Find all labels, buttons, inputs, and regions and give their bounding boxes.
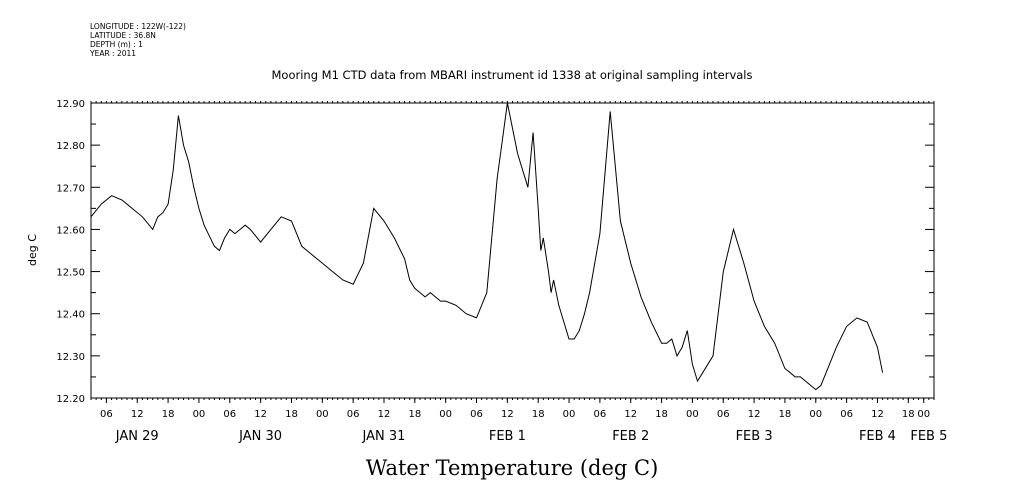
x-tick-label: 18	[655, 409, 668, 420]
y-tick-label: 12.90	[56, 99, 85, 110]
x-date-label: JAN 31	[362, 429, 406, 444]
x-tick-label: 12	[131, 409, 144, 420]
plot-frame	[90, 102, 935, 399]
y-axis-label: deg C	[26, 234, 39, 266]
chart-title: Mooring M1 CTD data from MBARI instrumen…	[272, 68, 753, 82]
x-axis-date-labels: JAN 29 JAN 30 JAN 31 FEB 1 FEB 2 FEB 3 FEB 4 FE…	[115, 429, 948, 444]
y-tick-label: 12.40	[56, 310, 85, 321]
x-date-label: FEB 1	[489, 429, 526, 444]
x-tick-label: 00	[686, 409, 699, 420]
x-tick-label: 06	[594, 409, 607, 420]
x-tick-label: 12	[501, 409, 514, 420]
x-tick-label: 12	[254, 409, 267, 420]
x-tick-label: 06	[347, 409, 360, 420]
x-date-label: FEB 4	[859, 429, 896, 444]
y-tick-label: 12.70	[56, 183, 85, 194]
x-tick-label: 12	[748, 409, 761, 420]
x-tick-label: 00	[917, 409, 930, 420]
y-tick-label: 12.30	[56, 352, 85, 363]
x-tick-label: 06	[840, 409, 853, 420]
x-tick-label: 18	[162, 409, 175, 420]
year-label: YEAR : 2011	[89, 49, 136, 58]
x-axis-title: Water Temperature (deg C)	[366, 456, 659, 480]
x-tick-label: 00	[316, 409, 329, 420]
x-tick-label: 06	[717, 409, 730, 420]
x-tick-label: 06	[223, 409, 236, 420]
y-tick-label: 12.80	[56, 141, 85, 152]
x-tick-label: 12	[871, 409, 884, 420]
x-date-label: JAN 29	[115, 429, 159, 444]
temperature-series-line	[90, 102, 884, 391]
x-tick-label: 18	[532, 409, 545, 420]
x-tick-label: 12	[624, 409, 637, 420]
y-axis-ticks: 12.20 12.30 12.40 12.50 12.60 12.70 12.80 12.90	[56, 99, 934, 405]
x-tick-label: 18	[408, 409, 421, 420]
x-tick-label: 18	[779, 409, 792, 420]
x-tick-label: 12	[378, 409, 391, 420]
x-date-label: FEB 3	[736, 429, 773, 444]
depth-label: DEPTH (m) : 1	[90, 40, 143, 49]
x-date-label: JAN 30	[238, 429, 282, 444]
x-date-label: FEB 5	[910, 429, 947, 444]
x-tick-label: 06	[100, 409, 113, 420]
x-tick-label: 00	[809, 409, 822, 420]
y-tick-label: 12.20	[56, 394, 85, 405]
latitude-label: LATITUDE : 36.8N	[90, 31, 156, 40]
x-tick-label: 00	[439, 409, 452, 420]
x-date-label: FEB 2	[612, 429, 649, 444]
x-tick-label: 18	[902, 409, 915, 420]
x-tick-label: 18	[285, 409, 298, 420]
x-axis-ticks: 06 12 18 00 06 12 18 00 06 12 18 00 06 12 18 00 06 12 18 00…	[90, 101, 935, 420]
longitude-label: LONGITUDE : 122W(-122)	[90, 22, 186, 31]
y-tick-label: 12.50	[56, 268, 85, 279]
x-tick-label: 06	[470, 409, 483, 420]
x-tick-label: 00	[193, 409, 206, 420]
x-tick-label: 00	[563, 409, 576, 420]
y-tick-label: 12.60	[56, 225, 85, 236]
